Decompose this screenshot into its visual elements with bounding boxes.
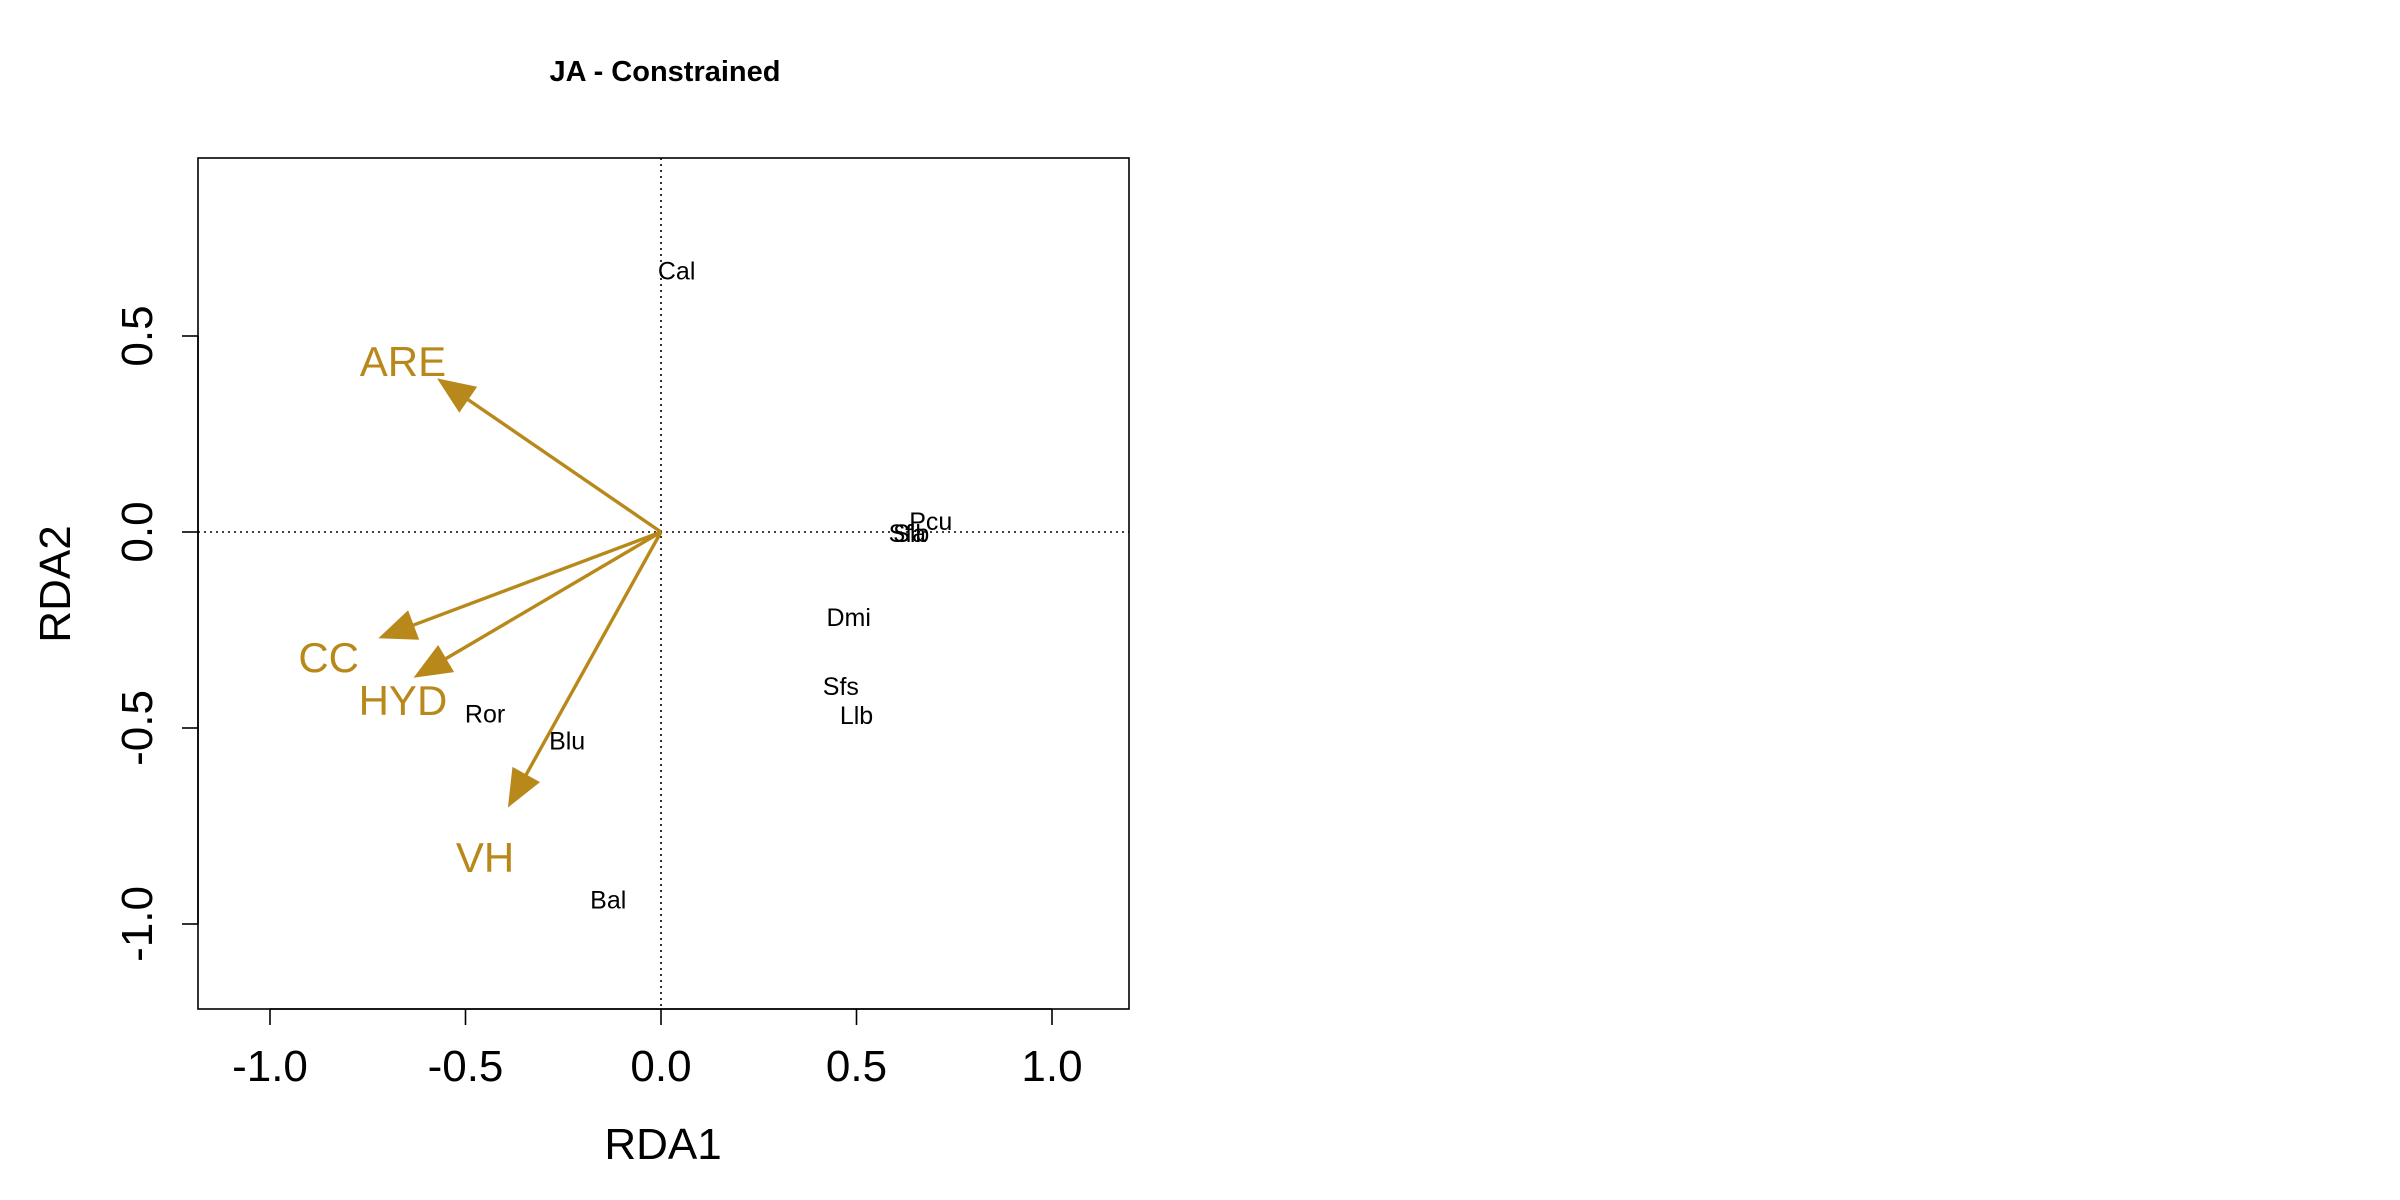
x-tick-label: -1.0	[232, 1042, 308, 1091]
vector-label: HYD	[359, 677, 448, 724]
species-label: Llb	[840, 702, 873, 730]
x-tick-label: -0.5	[428, 1042, 504, 1091]
y-tick-label: 0.5	[113, 305, 162, 366]
x-tick-label: 0.0	[630, 1042, 691, 1091]
vector-label: CC	[298, 634, 359, 681]
y-tick-label: -1.0	[113, 886, 162, 962]
species-label: Ror	[465, 700, 505, 728]
vector-arrowhead	[413, 644, 455, 678]
x-tick-label: 0.5	[826, 1042, 887, 1091]
species-label: Slb	[893, 520, 929, 548]
species-label: Sfa	[889, 520, 927, 548]
species-label: Bal	[590, 886, 626, 914]
vector-line	[524, 531, 663, 776]
vector-line	[466, 398, 662, 534]
vector-arrowhead	[437, 378, 478, 413]
vector-arrowhead	[507, 766, 541, 808]
y-axis-label: RDA2	[31, 525, 80, 642]
species-label: Cal	[658, 257, 696, 285]
vector-line	[412, 530, 662, 627]
y-axis: -1.0 -0.5 0.0 0.5	[113, 305, 199, 962]
vector-label: VH	[456, 834, 514, 881]
chart-title: JA - Constrained	[550, 56, 781, 88]
x-tick-label: 1.0	[1021, 1042, 1082, 1091]
vector-label: ARE	[360, 338, 446, 385]
x-axis: -1.0 -0.5 0.0 0.5 1.0	[232, 1008, 1083, 1091]
y-tick-label: -0.5	[113, 690, 162, 766]
species-label: Dmi	[826, 604, 870, 632]
species-label: Sfs	[823, 673, 859, 701]
y-tick-label: 0.0	[113, 501, 162, 562]
x-axis-label: RDA1	[604, 1120, 721, 1169]
reference-lines	[198, 158, 1129, 1009]
species-label: Blu	[549, 728, 585, 756]
vector-line	[444, 530, 662, 661]
species-label: Pcu	[909, 508, 952, 536]
vector-arrowhead	[378, 610, 420, 640]
